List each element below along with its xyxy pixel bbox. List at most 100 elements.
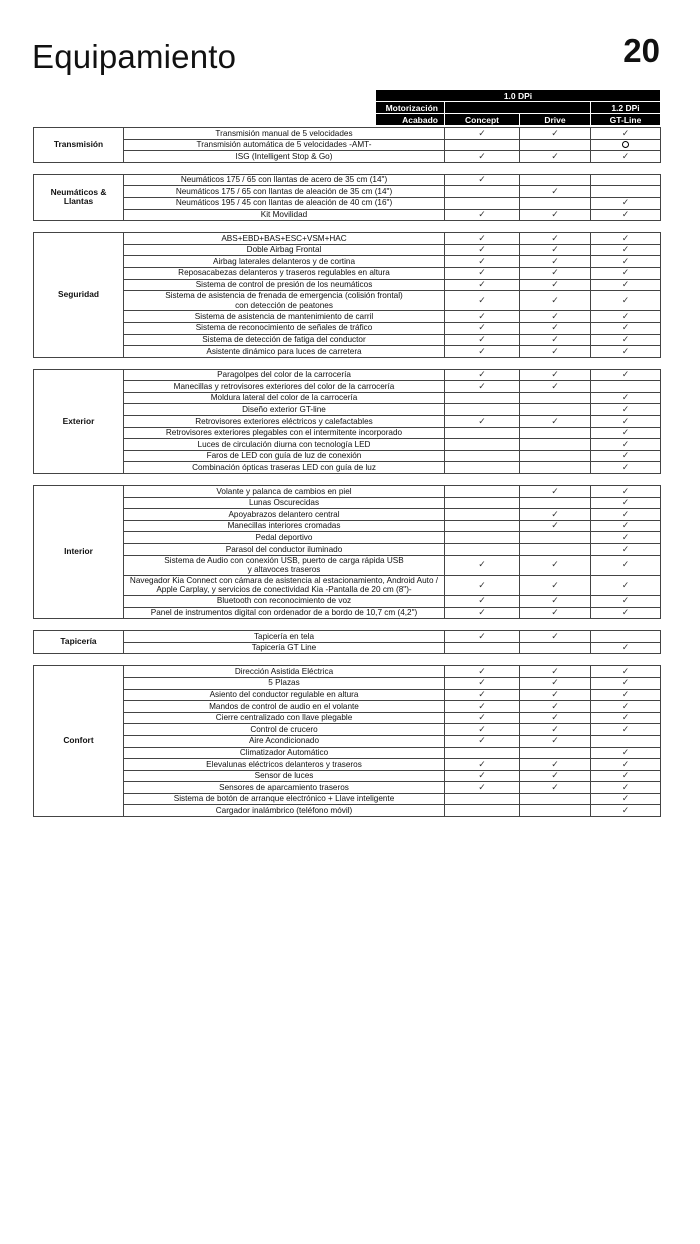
availability-cell xyxy=(590,734,661,748)
table-row: Aire Acondicionado ✓ ✓ xyxy=(34,734,661,748)
table-row: Luces de circulación diurna con tecnolog… xyxy=(34,438,661,451)
availability-cell: ✓ xyxy=(444,345,520,358)
table-row: Sistema de Audio con conexión USB, puert… xyxy=(34,554,661,576)
availability-cell: ✓ xyxy=(444,266,520,280)
check-icon: ✓ xyxy=(478,559,486,570)
feature-name: Sistema de asistencia de mantenimiento d… xyxy=(123,310,445,323)
availability-cell: ✓ xyxy=(444,630,520,643)
table-row: Asiento del conductor regulable en altur… xyxy=(34,688,661,702)
availability-cell xyxy=(519,496,591,510)
availability-cell: ✓ xyxy=(519,594,591,608)
check-icon: ✓ xyxy=(551,485,559,496)
availability-cell: ✓ xyxy=(519,676,591,690)
check-icon: ✓ xyxy=(621,197,630,208)
equipment-sections: Transmisión Transmisión manual de 5 veloc… xyxy=(33,127,661,828)
feature-name: Cierre centralizado con llave plegable xyxy=(123,711,445,725)
check-icon: ✓ xyxy=(551,334,559,344)
table-row: Climatizador Automático ✓ xyxy=(34,746,661,760)
check-icon: ✓ xyxy=(551,712,559,723)
availability-cell: ✓ xyxy=(519,665,591,678)
check-icon: ✓ xyxy=(478,322,486,333)
check-icon: ✓ xyxy=(478,232,486,243)
check-icon: ✓ xyxy=(551,294,559,305)
table-row: Faros de LED con guía de luz de conexión… xyxy=(34,449,661,463)
availability-cell: ✓ xyxy=(519,278,591,292)
engine-alt-label: 1.2 DPi xyxy=(590,101,661,114)
check-icon: ✓ xyxy=(621,334,630,344)
check-icon: ✓ xyxy=(621,595,630,606)
feature-name: Manecillas interiores cromadas xyxy=(123,519,445,533)
availability-cell: ✓ xyxy=(519,185,591,198)
feature-name: Parasol del conductor iluminado xyxy=(123,543,445,556)
check-icon: ✓ xyxy=(478,665,486,676)
check-icon: ✓ xyxy=(621,294,630,305)
availability-cell: ✓ xyxy=(590,255,661,268)
availability-cell xyxy=(519,138,591,152)
check-icon: ✓ xyxy=(551,677,559,688)
section-table: Tapicería Tapicería en tela ✓ ✓ Tapicería GT… xyxy=(33,630,661,655)
feature-name: Control de crucero xyxy=(123,723,445,736)
check-icon: ✓ xyxy=(621,770,630,781)
check-icon: ✓ xyxy=(621,369,630,380)
trim-concept: Concept xyxy=(444,113,520,126)
availability-cell: ✓ xyxy=(444,734,520,748)
check-icon: ✓ xyxy=(621,255,630,266)
check-icon: ✓ xyxy=(621,781,630,792)
table-row: Navegador Kia Connect con cámara de asis… xyxy=(34,574,661,596)
table-row: Tapicería Tapicería en tela ✓ ✓ xyxy=(33,630,661,655)
availability-cell xyxy=(519,531,591,544)
availability-cell: ✓ xyxy=(590,688,661,702)
feature-name: Navegador Kia Connect con cámara de asis… xyxy=(123,574,445,596)
availability-cell: ✓ xyxy=(519,310,591,323)
check-icon: ✓ xyxy=(621,712,630,723)
check-icon: ✓ xyxy=(551,781,559,792)
check-icon: ✓ xyxy=(551,758,559,769)
feature-name: Sistema de control de presión de los neu… xyxy=(123,278,445,292)
check-icon: ✓ xyxy=(551,559,559,570)
feature-name: Mandos de control de audio en el volante xyxy=(123,700,445,713)
check-icon: ✓ xyxy=(621,209,630,220)
check-icon: ✓ xyxy=(551,232,559,243)
availability-cell xyxy=(444,403,520,417)
availability-cell: ✓ xyxy=(519,232,591,245)
check-icon: ✓ xyxy=(621,677,630,688)
table-row: Reposacabezas delanteros y traseros regu… xyxy=(34,266,661,280)
feature-name: Tapicería GT Line xyxy=(123,641,445,655)
check-icon: ✓ xyxy=(478,209,486,220)
feature-name: Climatizador Automático xyxy=(123,746,445,760)
availability-cell: ✓ xyxy=(519,368,591,382)
feature-name: Neumáticos 175 / 65 con llantas de aleac… xyxy=(123,185,445,198)
check-icon: ✓ xyxy=(621,747,630,757)
table-row: Transmisión automática de 5 velocidades … xyxy=(34,138,661,152)
availability-cell: ✓ xyxy=(519,243,591,257)
availability-cell xyxy=(444,185,520,198)
availability-cell xyxy=(444,641,520,655)
feature-name: Sistema de Audio con conexión USB, puert… xyxy=(123,554,445,576)
table-row: Apoyabrazos delantero central ✓ ✓ xyxy=(34,508,661,521)
availability-cell: ✓ xyxy=(519,630,591,643)
check-icon: ✓ xyxy=(478,630,486,641)
page-number: 20 xyxy=(623,32,660,69)
check-icon: ✓ xyxy=(551,255,559,266)
availability-cell: ✓ xyxy=(519,769,591,783)
availability-cell: ✓ xyxy=(590,232,661,245)
check-icon: ✓ xyxy=(478,579,486,590)
availability-cell: ✓ xyxy=(590,781,661,794)
table-row: Cierre centralizado con llave plegable ✓ ✓… xyxy=(34,711,661,725)
check-icon: ✓ xyxy=(478,380,486,391)
check-icon: ✓ xyxy=(621,150,630,161)
availability-cell: ✓ xyxy=(444,243,520,257)
availability-cell: ✓ xyxy=(444,711,520,725)
table-row: Sistema de asistencia de mantenimiento d… xyxy=(34,310,661,323)
table-row: Airbag laterales delanteros y de cortina… xyxy=(34,255,661,268)
feature-name: Asiento del conductor regulable en altur… xyxy=(123,688,445,702)
availability-cell xyxy=(519,438,591,451)
check-icon: ✓ xyxy=(551,127,559,138)
trim-header: 1.0 DPi Motorización 1.2 DPi Acabado Con… xyxy=(375,89,661,126)
availability-cell: ✓ xyxy=(519,554,591,576)
check-icon: ✓ xyxy=(478,334,486,344)
availability-cell: ✓ xyxy=(519,150,591,163)
availability-cell xyxy=(519,792,591,806)
feature-name: Kit Movilidad xyxy=(123,208,445,222)
availability-cell: ✓ xyxy=(590,426,661,440)
